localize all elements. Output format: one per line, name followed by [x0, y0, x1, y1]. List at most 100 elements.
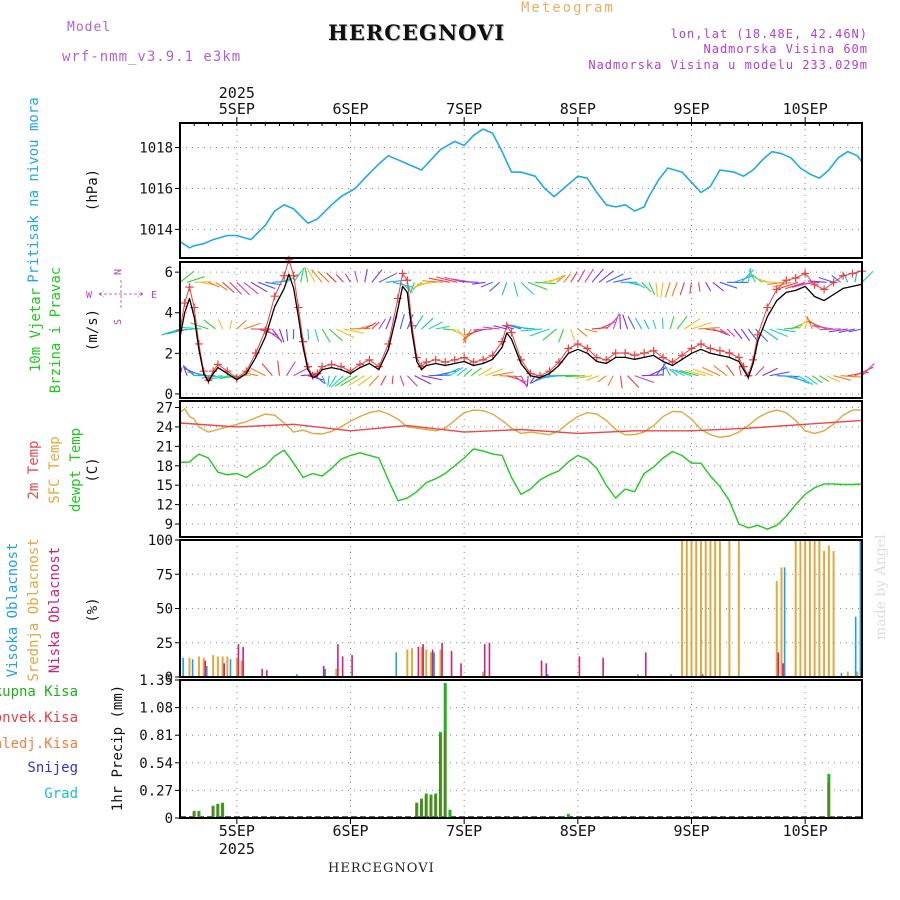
wind-gust-marker: [611, 349, 620, 358]
wind-direction-arrow: [293, 270, 303, 283]
wind-direction-arrow: [535, 281, 557, 285]
precip-ytick-label: 0.54: [139, 756, 173, 772]
wind-direction-arrow: [243, 322, 261, 330]
low-cloud-bar: [266, 670, 268, 677]
high-cloud-bar: [191, 659, 194, 677]
low-cloud-bar: [337, 644, 339, 677]
wind-direction-arrow: [478, 367, 493, 377]
wind-direction-arrow: [217, 319, 224, 330]
credit-watermark: made by Angel: [873, 534, 889, 641]
wind-direction-arrow: [740, 328, 751, 342]
bottom-year-label: 2025: [219, 840, 255, 858]
wind-gust-marker: [398, 269, 407, 278]
grid-layer: [180, 123, 862, 818]
wind-direction-arrow: [790, 323, 803, 330]
bottom-day-label: 7SEP: [446, 822, 482, 840]
compass-west-label: W: [86, 290, 93, 301]
wind-gust-marker: [294, 303, 303, 312]
wind-direction-arrow: [348, 375, 365, 387]
wind-gust-marker: [535, 371, 544, 380]
dewpt-series-line: [179, 448, 863, 530]
wind-direction-arrow: [416, 281, 436, 285]
wind-direction-arrow: [399, 375, 405, 387]
wind-direction-arrow: [229, 320, 233, 330]
high-cloud-bar: [229, 659, 232, 677]
wind-gust-marker: [592, 353, 601, 362]
mid-cloud-bar: [846, 671, 849, 677]
top-day-label: 10SEP: [783, 100, 828, 118]
lonlat-label: lon,lat (18.48E, 42.46N): [670, 27, 868, 41]
wind-direction-arrow: [304, 267, 309, 283]
temperature-ytick-label: 18: [156, 459, 173, 475]
wind-direction-arrow: [674, 369, 692, 377]
wind-direction-arrow: [833, 375, 851, 381]
wind-direction-arrow: [463, 328, 467, 344]
wind-direction-arrow: [719, 281, 738, 289]
wind-direction-arrow: [612, 314, 620, 330]
wind-direction-arrow: [357, 375, 373, 387]
wind-direction-arrow: [655, 282, 659, 297]
wind-gust-marker: [564, 344, 573, 353]
wind-direction-arrow: [306, 267, 316, 283]
wind-direction-arrow: [300, 267, 305, 283]
wind-direction-arrow: [606, 273, 624, 283]
low-cloud-bar: [204, 660, 207, 677]
wind-direction-arrow: [473, 328, 493, 331]
wind-direction-arrow: [442, 367, 460, 377]
wind-direction-arrow: [203, 319, 216, 330]
wind-direction-arrow: [529, 328, 550, 337]
low-cloud-bar: [540, 660, 543, 677]
high-cloud-bar: [206, 666, 208, 677]
high-cloud-bar: [637, 674, 639, 677]
wind-direction-arrow: [326, 272, 337, 283]
wind-direction-arrow: [705, 328, 725, 333]
wind-speed-line: [179, 273, 863, 383]
high-cloud-bar: [840, 672, 843, 677]
wind-direction-arrow: [317, 270, 330, 283]
wind-direction-arrow: [328, 328, 343, 342]
wind-direction-arrow: [838, 328, 856, 333]
clouds-ytick-label: 0: [165, 670, 173, 686]
convective-precip-bar: [415, 803, 417, 818]
wind-gust-marker: [810, 280, 819, 289]
wind-direction-arrow: [380, 375, 387, 386]
wind-direction-arrow: [634, 375, 655, 384]
wind-direction-arrow: [661, 317, 664, 330]
wind-direction-arrow: [750, 273, 763, 283]
wind-direction-arrow: [364, 322, 377, 330]
wind-direction-arrow: [738, 365, 742, 376]
wind-direction-arrow: [399, 313, 405, 330]
clouds-ytick-label: 100: [148, 533, 173, 549]
wind-direction-arrow: [428, 277, 451, 283]
wind-direction-arrow: [679, 282, 685, 296]
wind-direction-arrow: [549, 275, 564, 283]
precip-frame: [179, 679, 863, 819]
wind-direction-arrow: [314, 328, 320, 342]
wind-direction-arrow: [501, 282, 508, 296]
wind-direction-arrow: [436, 276, 458, 283]
pressure-ytick-label: 1014: [139, 222, 173, 238]
wind-direction-arrow: [641, 281, 652, 293]
temperature-ytick-label: 24: [156, 420, 173, 436]
wind-gust-marker: [441, 358, 450, 367]
wind-gust-marker: [791, 273, 800, 282]
high-cloud-bar: [854, 616, 857, 677]
wind-ytick-label: 4: [165, 306, 173, 322]
wind-direction-arrow: [520, 281, 535, 296]
low-cloud-bar: [422, 644, 424, 677]
wind-direction-arrow: [179, 270, 195, 283]
wind-gust-marker: [289, 271, 298, 280]
wind-direction-arrow: [643, 319, 650, 330]
pressure-unit-label: (hPa): [85, 169, 101, 211]
low-cloud-bar: [242, 646, 244, 677]
wind-direction-arrow: [622, 314, 629, 330]
low-cloud-bar: [488, 642, 491, 677]
model-label: Model: [67, 20, 112, 35]
high-cloud-bar: [395, 652, 398, 677]
wind-direction-arrow: [456, 367, 468, 377]
wind-direction-arrow: [586, 375, 600, 381]
wind-direction-arrow: [848, 328, 863, 333]
wind-direction-arrow: [413, 315, 424, 330]
wind-direction-arrow: [598, 270, 614, 283]
